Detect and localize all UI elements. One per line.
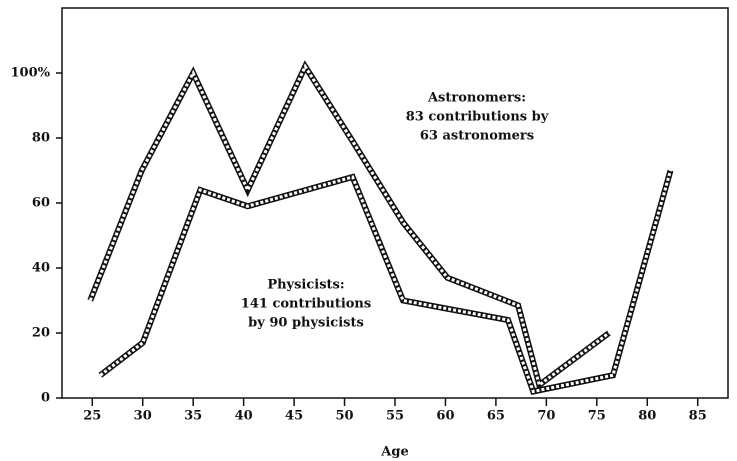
y-tick-label: 40	[32, 261, 50, 276]
x-tick-label: 65	[487, 409, 505, 424]
x-tick-label: 45	[285, 409, 303, 424]
x-tick-label: 35	[184, 409, 202, 424]
x-tick-label: 70	[537, 409, 555, 424]
annotation: 63 astronomers	[420, 129, 534, 144]
annotation: Astronomers:	[427, 91, 526, 106]
x-tick-label: 30	[134, 409, 152, 424]
x-axis-label: Age	[380, 445, 408, 460]
series-line-hatch	[99, 170, 672, 394]
x-tick-label: 25	[83, 409, 101, 424]
y-tick-label: 100%	[11, 66, 51, 81]
annotation: by 90 physicists	[248, 316, 364, 331]
y-tick-label: 20	[32, 326, 50, 341]
x-tick-label: 50	[335, 409, 353, 424]
y-tick-label: 0	[41, 391, 50, 406]
y-tick-label: 80	[32, 131, 50, 146]
plot-frame	[61, 7, 729, 399]
x-tick-label: 55	[386, 409, 404, 424]
x-tick-label: 80	[638, 409, 656, 424]
x-tick-label: 75	[588, 409, 606, 424]
y-tick-label: 60	[32, 196, 50, 211]
annotation: 83 contributions by	[406, 110, 549, 125]
series-line	[98, 169, 674, 395]
x-tick-label: 40	[235, 409, 253, 424]
x-tick-label: 60	[436, 409, 454, 424]
series-line	[87, 60, 611, 391]
x-tick-label: 85	[689, 409, 707, 424]
annotation: Physicists:	[267, 278, 344, 293]
annotation: 141 contributions	[241, 297, 371, 312]
